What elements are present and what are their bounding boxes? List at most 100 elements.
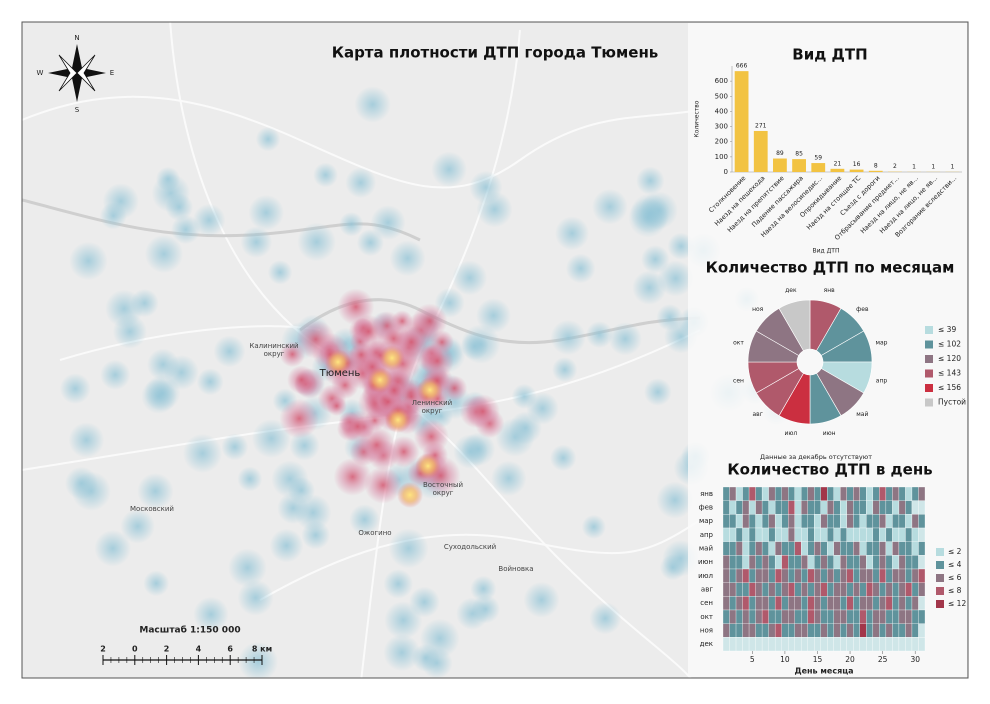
heat-cell xyxy=(788,501,795,515)
pie-label: окт xyxy=(733,339,744,346)
heat-cell xyxy=(879,487,886,501)
heat-cell xyxy=(788,542,795,556)
legend-swatch xyxy=(925,326,933,334)
y-tick-label: 400 xyxy=(715,107,728,115)
heat-cell xyxy=(808,555,815,569)
density-blob xyxy=(421,344,455,378)
heat-cell xyxy=(899,637,906,651)
density-blob xyxy=(237,466,262,491)
heat-cell xyxy=(827,514,834,528)
y-tick-label: 500 xyxy=(715,92,728,100)
heat-cell xyxy=(756,501,763,515)
compass-w: W xyxy=(37,69,44,77)
heat-cell xyxy=(762,596,769,610)
pie-label: май xyxy=(856,411,868,418)
heat-cell xyxy=(743,555,750,569)
heat-cell xyxy=(743,487,750,501)
y-tick-label: 0 xyxy=(724,168,728,176)
density-blob xyxy=(145,235,183,273)
heat-cell xyxy=(918,542,925,556)
density-blob xyxy=(412,303,447,338)
x-tick-label: 25 xyxy=(878,655,888,664)
heat-cell xyxy=(730,487,737,501)
heat-cell xyxy=(860,528,867,542)
heat-cell xyxy=(723,542,730,556)
heat-cell xyxy=(769,583,776,597)
heat-cell xyxy=(827,596,834,610)
row-label: фев xyxy=(699,504,713,512)
density-blob xyxy=(354,86,391,123)
legend-label: ≤ 8 xyxy=(948,586,962,595)
heat-cell xyxy=(782,542,789,556)
heat-cell xyxy=(801,610,808,624)
heat-cell xyxy=(834,501,841,515)
density-blob xyxy=(357,229,384,256)
heat-cell xyxy=(834,569,841,583)
heat-cell xyxy=(749,610,756,624)
heat-cell xyxy=(918,501,925,515)
heat-cell xyxy=(918,528,925,542)
heat-cell xyxy=(905,487,912,501)
heat-cell xyxy=(756,583,763,597)
heat-cell xyxy=(847,501,854,515)
heat-cell xyxy=(847,542,854,556)
scale-label: 6 xyxy=(227,645,233,654)
heat-cell xyxy=(775,624,782,638)
row-label: дек xyxy=(700,640,713,648)
heat-cell xyxy=(899,528,906,542)
bar xyxy=(869,171,883,172)
heat-cell xyxy=(730,624,737,638)
heat-cell xyxy=(762,583,769,597)
y-axis-label: Количество xyxy=(694,100,701,137)
bar-value-label: 1 xyxy=(931,163,935,170)
heat-cell xyxy=(853,569,860,583)
density-blob xyxy=(491,461,526,496)
heat-cell xyxy=(866,528,873,542)
heat-cell xyxy=(912,501,919,515)
heat-cell xyxy=(782,528,789,542)
heat-cell xyxy=(899,514,906,528)
heat-cell xyxy=(814,487,821,501)
heat-cell xyxy=(918,514,925,528)
heat-cell xyxy=(808,637,815,651)
heat-cell xyxy=(743,569,750,583)
heat-cell xyxy=(840,487,847,501)
heat-cell xyxy=(769,555,776,569)
heat-cell xyxy=(899,596,906,610)
pie-label: янв xyxy=(824,287,836,294)
heat-cell xyxy=(912,610,919,624)
heat-cell xyxy=(853,596,860,610)
legend-swatch xyxy=(936,600,944,608)
heat-cell xyxy=(795,514,802,528)
y-tick-label: 200 xyxy=(715,138,728,146)
heat-cell xyxy=(834,514,841,528)
legend-label: ≤ 12 xyxy=(948,599,966,608)
heat-cell xyxy=(762,610,769,624)
heat-cell xyxy=(847,596,854,610)
heat-cell xyxy=(840,528,847,542)
density-blob xyxy=(566,254,596,284)
heat-cell xyxy=(795,637,802,651)
heat-cell xyxy=(860,583,867,597)
density-blob xyxy=(358,427,395,464)
pie-label: июн xyxy=(823,430,836,437)
map-title: Карта плотности ДТП города Тюмень xyxy=(332,44,659,62)
density-blob xyxy=(466,394,500,428)
heat-cell xyxy=(788,610,795,624)
heat-cell xyxy=(769,514,776,528)
place-label: Тюмень xyxy=(319,368,361,379)
heat-cell xyxy=(879,501,886,515)
heat-cell xyxy=(788,555,795,569)
heat-cell xyxy=(723,610,730,624)
heat-cell xyxy=(775,501,782,515)
heat-cell xyxy=(905,583,912,597)
heat-cell xyxy=(801,501,808,515)
heat-cell xyxy=(749,596,756,610)
density-blob xyxy=(383,634,420,671)
legend-label: ≤ 4 xyxy=(948,560,962,569)
heat-cell xyxy=(736,624,743,638)
heat-cell xyxy=(886,596,893,610)
heat-cell xyxy=(847,637,854,651)
density-blob xyxy=(213,335,245,367)
heat-cell xyxy=(788,596,795,610)
